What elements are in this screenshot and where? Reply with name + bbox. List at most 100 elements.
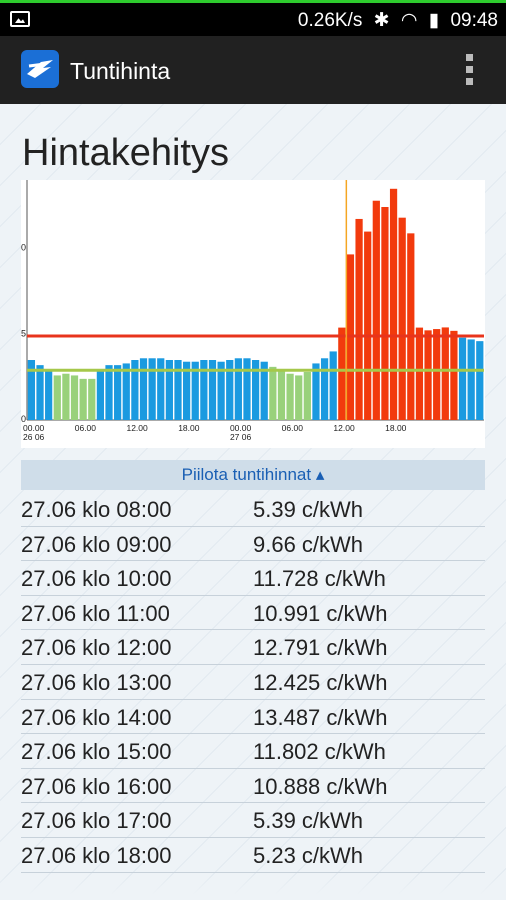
x-tick-label: 12.00: [126, 423, 148, 433]
status-bar: 0.26K/s ✱ ◠ ▮ 09:48: [0, 0, 506, 36]
clock: 09:48: [450, 10, 498, 31]
price-bar: [62, 373, 70, 420]
y-tick-label: 0: [21, 414, 26, 424]
price-row-time: 27.06 klo 15:00: [21, 739, 172, 765]
price-bar: [36, 365, 44, 420]
price-bar: [476, 341, 484, 420]
price-bar: [329, 351, 337, 420]
x-tick-label: 06.00: [282, 423, 304, 433]
price-row-value: 5.39 c/kWh: [253, 497, 364, 522]
status-right: 0.26K/s ✱ ◠ ▮ 09:48: [292, 9, 498, 32]
price-bar: [458, 337, 467, 420]
app-title: Tuntihinta: [70, 58, 171, 84]
wifi-icon: ◠: [400, 10, 418, 31]
x-tick-label: 00.00: [230, 423, 252, 433]
price-bar: [303, 372, 311, 420]
price-row-time: 27.06 klo 13:00: [21, 669, 172, 695]
price-row-time: 27.06 klo 16:00: [21, 773, 172, 799]
price-row-value: 10.888 c/kWh: [253, 773, 388, 799]
price-bar: [70, 375, 79, 420]
price-bar: [122, 363, 130, 420]
price-bar: [260, 361, 268, 420]
price-bar: [53, 375, 61, 420]
price-row-value: 9.66 c/kWh: [253, 531, 364, 557]
price-bar: [450, 330, 458, 420]
price-row: 27.06 klo 18:00 5.23 c/kWh: [21, 838, 485, 873]
price-bar: [251, 360, 260, 420]
price-row: 27.06 klo 08:00 5.39 c/kWh: [21, 492, 485, 527]
price-row: 27.06 klo 10:00 11.728 c/kWh: [21, 561, 485, 596]
price-bar: [191, 361, 199, 420]
price-bar: [398, 217, 406, 420]
x-tick-label: 27 06: [230, 432, 252, 442]
price-row-time: 27.06 klo 14:00: [21, 704, 172, 730]
x-tick-label: 00.00: [23, 423, 45, 433]
x-tick-label: 18.00: [178, 423, 200, 433]
price-row: 27.06 klo 12:00 12.791 c/kWh: [21, 630, 485, 665]
price-bar: [148, 358, 156, 420]
price-bar: [355, 218, 363, 420]
x-tick-label: 12.00: [333, 423, 355, 433]
price-bar: [208, 360, 217, 420]
price-row-time: 27.06 klo 10:00: [21, 566, 172, 592]
signal-icon: ▮: [428, 10, 440, 31]
price-row-value: 10.991 c/kWh: [253, 600, 388, 626]
price-bar: [131, 360, 139, 420]
price-row: 27.06 klo 09:00 9.66 c/kWh: [21, 527, 485, 562]
y-tick-label: 0: [21, 243, 26, 253]
price-bar: [157, 358, 165, 420]
price-bar: [415, 327, 424, 420]
x-tick-label: 18.00: [385, 423, 407, 433]
price-bar: [338, 327, 346, 420]
price-bar: [364, 231, 372, 420]
price-row-value: 12.425 c/kWh: [253, 669, 388, 695]
price-row: 27.06 klo 14:00 13.487 c/kWh: [21, 700, 485, 735]
price-bar: [165, 360, 173, 420]
price-bar: [114, 365, 122, 420]
price-bar: [320, 358, 329, 420]
price-row: 27.06 klo 15:00 11.802 c/kWh: [21, 734, 485, 769]
price-bar: [424, 330, 432, 420]
price-bar: [467, 339, 475, 420]
page-title: Hintakehitys: [22, 132, 229, 174]
price-bar: [381, 207, 389, 420]
price-bar: [45, 370, 53, 420]
price-bar: [105, 365, 113, 420]
price-bar: [234, 358, 242, 420]
price-bar: [96, 370, 105, 420]
price-chart: 0 5 0 00.00 26 06 06.00 12.00 18.00 00.00 27 06 06…: [21, 180, 485, 448]
price-bar: [183, 361, 191, 420]
price-bar: [286, 373, 294, 420]
hide-hourly-prices-button[interactable]: Piilota tuntihinnat ▴: [21, 460, 485, 490]
price-row: 27.06 klo 16:00 10.888 c/kWh: [21, 769, 485, 804]
price-row-value: 5.39 c/kWh: [253, 808, 364, 834]
price-bar: [269, 366, 277, 420]
price-row: 27.06 klo 11:00 10.991 c/kWh: [21, 596, 485, 631]
overflow-menu-icon[interactable]: [466, 54, 474, 86]
price-row: 27.06 klo 17:00 5.39 c/kWh: [21, 803, 485, 838]
price-bar: [226, 360, 234, 420]
price-row-time: 27.06 klo 09:00: [21, 531, 172, 557]
app-logo-icon[interactable]: [21, 50, 59, 88]
price-bar: [217, 361, 225, 420]
price-row-value: 12.791 c/kWh: [253, 635, 388, 661]
price-bar: [88, 378, 96, 420]
price-row-value: 11.728 c/kWh: [253, 566, 386, 592]
price-row: 27.06 klo 13:00 12.425 c/kWh: [21, 665, 485, 700]
price-bar: [139, 358, 148, 420]
price-row-value: 13.487 c/kWh: [253, 704, 388, 730]
x-tick-label: 06.00: [75, 423, 97, 433]
hourly-price-list: 27.06 klo 08:00 5.39 c/kWh 27.06 klo 09:00…: [21, 492, 485, 880]
price-row-time: 27.06 klo 17:00: [21, 808, 172, 834]
price-bar: [312, 363, 320, 420]
price-bar: [295, 375, 303, 420]
y-tick-label: 5: [21, 328, 26, 338]
price-bar: [243, 358, 251, 420]
price-row-time: 27.06 klo 12:00: [21, 635, 172, 661]
price-bar: [372, 200, 380, 420]
x-tick-label: 26 06: [23, 432, 45, 442]
price-bar: [277, 370, 286, 420]
price-bar: [27, 360, 36, 420]
bluetooth-icon: ✱: [373, 10, 390, 31]
